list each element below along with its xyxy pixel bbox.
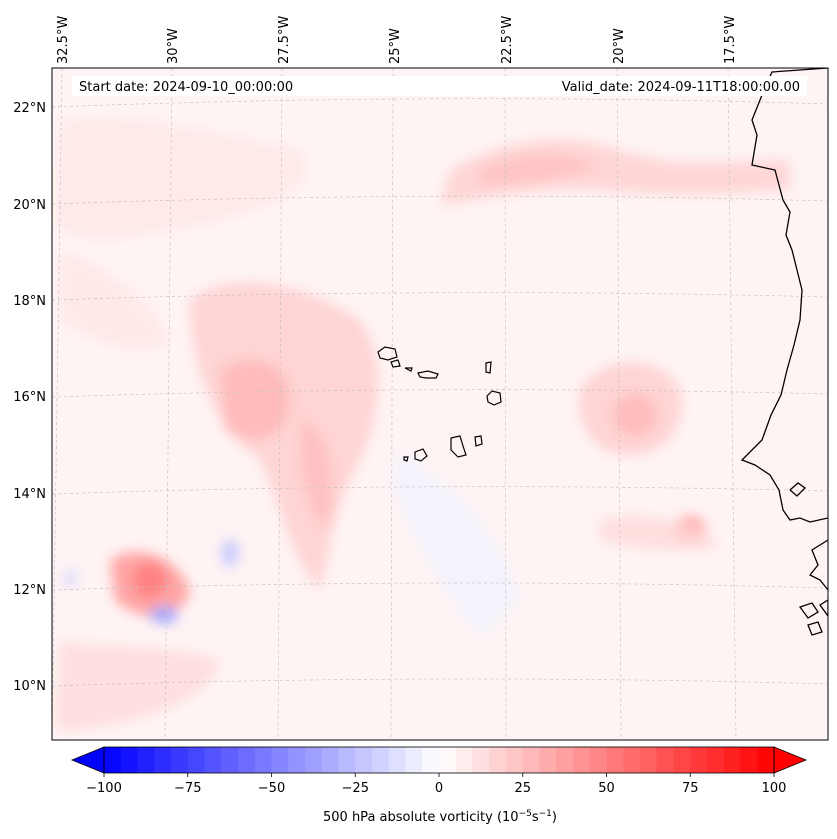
colorbar-cell	[439, 747, 457, 773]
colorbar-cell	[422, 747, 440, 773]
colorbar-cell	[740, 747, 758, 773]
lon-tick-label: 17.5°W	[723, 16, 738, 64]
lat-tick-label: 10°N	[13, 679, 46, 694]
bijagos-islands	[798, 599, 828, 636]
graticule	[52, 68, 828, 740]
colorbar-cell	[506, 747, 524, 773]
island-santo-antao	[377, 346, 398, 361]
colorbar-cell	[238, 747, 256, 773]
colorbar-label: 500 hPa absolute vorticity (10−5s−1)	[323, 809, 557, 825]
island-santa-luzia	[404, 367, 413, 372]
lat-tick-label: 18°N	[13, 294, 46, 309]
colorbar-cell	[137, 747, 155, 773]
colorbar-cell	[455, 747, 473, 773]
lat-tick-label: 20°N	[13, 198, 46, 213]
colorbar-cell	[606, 747, 624, 773]
colorbar: −100 −75 −50 −25 0 25 50 75 100 500 hPa absolute…	[70, 746, 808, 825]
colorbar-cell	[405, 747, 423, 773]
colorbar-ticks: −100 −75 −50 −25 0 25 50 75 100	[86, 773, 786, 796]
colorbar-tick-label: 50	[598, 781, 615, 796]
colorbar-cell	[589, 747, 607, 773]
island-maio	[474, 435, 483, 447]
map-panel: Start date: 2024-09-10_00:00:00 Valid_da…	[52, 68, 828, 740]
coastline	[740, 68, 828, 636]
colorbar-cell	[489, 747, 507, 773]
lat-tick-label: 12°N	[13, 583, 46, 598]
colorbar-cell	[305, 747, 323, 773]
colorbar-extend-max	[773, 746, 808, 774]
colorbar-tick-label: 0	[435, 781, 443, 796]
colorbar-cell	[254, 747, 272, 773]
colorbar-cell	[154, 747, 172, 773]
lon-tick-label: 22.5°W	[500, 16, 515, 64]
lon-tick-label: 30°W	[166, 28, 181, 64]
lat-tick-label: 16°N	[13, 390, 46, 405]
valid-date: Valid_date: 2024-09-11T18:00:00.00	[562, 80, 800, 95]
colorbar-cell	[271, 747, 289, 773]
lon-tick-label: 27.5°W	[277, 16, 292, 64]
colorbar-cell	[288, 747, 306, 773]
colorbar-cell	[673, 747, 691, 773]
lon-tick-label: 32.5°W	[56, 16, 71, 64]
island-sal	[485, 361, 492, 374]
colorbar-cell	[204, 747, 222, 773]
colorbar-tick-label: 75	[682, 781, 699, 796]
colorbar-cell	[640, 747, 658, 773]
colorbar-tick-label: −25	[342, 781, 369, 796]
island-sao-vicente	[390, 359, 401, 368]
colorbar-cell	[690, 747, 708, 773]
colorbar-cell	[556, 747, 574, 773]
guinea-bissau-coast	[808, 539, 828, 591]
colorbar-cell	[757, 747, 775, 773]
colorbar-cell	[388, 747, 406, 773]
colorbar-cell	[539, 747, 557, 773]
start-date: Start date: 2024-09-10_00:00:00	[79, 80, 293, 95]
colorbar-extend-min	[70, 746, 105, 774]
island-santiago	[450, 435, 467, 458]
vorticity-field	[55, 117, 790, 730]
lat-tick-labels: 22°N 20°N 18°N 16°N 14°N 12°N 10°N	[13, 101, 46, 694]
colorbar-cell	[723, 747, 741, 773]
lat-tick-label: 22°N	[13, 101, 46, 116]
island-boa-vista	[486, 390, 502, 406]
colorbar-cell	[104, 747, 122, 773]
colorbar-cells	[104, 747, 775, 773]
lon-tick-label: 25°W	[388, 28, 403, 64]
lon-tick-label: 20°W	[612, 28, 627, 64]
colorbar-tick-label: 100	[762, 781, 787, 796]
colorbar-cell	[187, 747, 205, 773]
island-brava	[403, 456, 409, 462]
colorbar-cell	[120, 747, 138, 773]
colorbar-cell	[338, 747, 356, 773]
lon-tick-labels: 32.5°W 30°W 27.5°W 25°W 22.5°W 20°W 17.5…	[56, 16, 738, 64]
colorbar-cell	[372, 747, 390, 773]
colorbar-cell	[171, 747, 189, 773]
island-fogo	[414, 448, 428, 462]
colorbar-tick-label: −75	[174, 781, 201, 796]
cape-verde-islands	[377, 346, 502, 462]
colorbar-cell	[573, 747, 591, 773]
colorbar-cell	[656, 747, 674, 773]
island-sao-nicolau	[417, 370, 439, 379]
info-banner	[72, 76, 807, 96]
colorbar-cell	[623, 747, 641, 773]
colorbar-cell	[522, 747, 540, 773]
colorbar-tick-label: 25	[514, 781, 531, 796]
colorbar-tick-label: −100	[86, 781, 122, 796]
colorbar-tick-label: −50	[258, 781, 285, 796]
colorbar-cell	[355, 747, 373, 773]
colorbar-cell	[707, 747, 725, 773]
map-frame	[51, 67, 829, 741]
african-coast	[740, 68, 828, 523]
colorbar-cell	[472, 747, 490, 773]
gambia-coast	[789, 482, 807, 497]
colorbar-cell	[321, 747, 339, 773]
lat-tick-label: 14°N	[13, 487, 46, 502]
colorbar-cell	[221, 747, 239, 773]
